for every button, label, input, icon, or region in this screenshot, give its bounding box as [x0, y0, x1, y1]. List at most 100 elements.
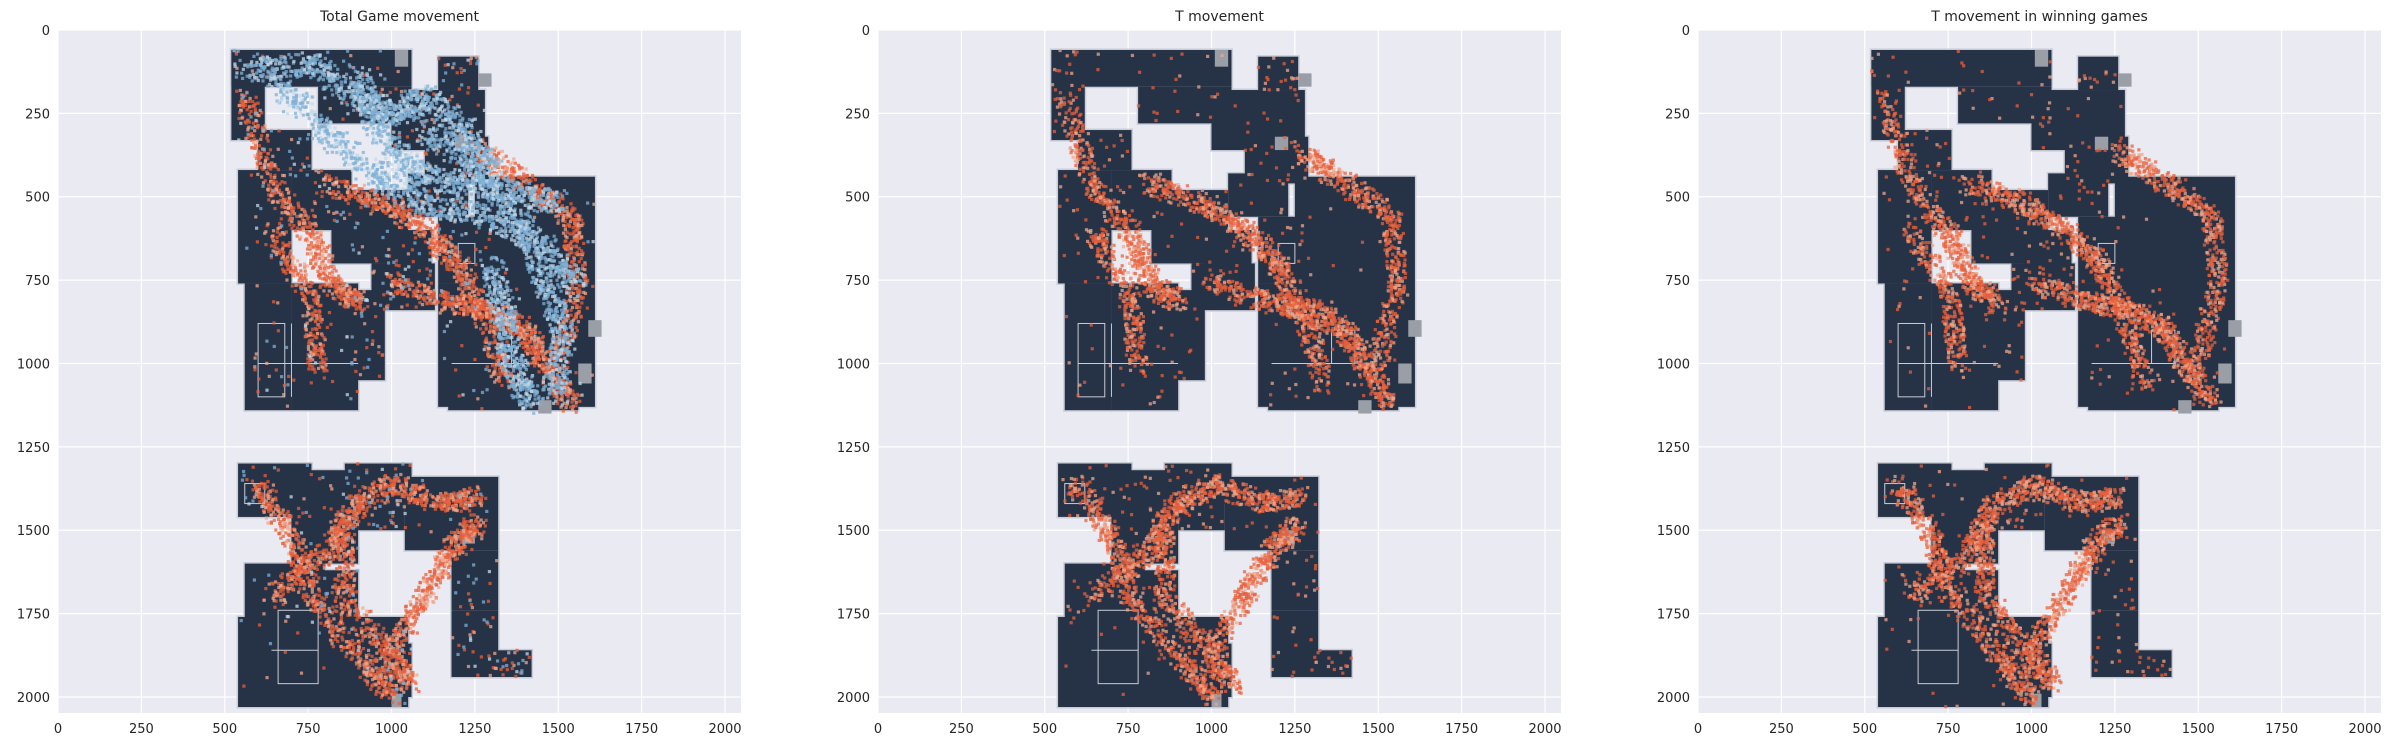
heat-point	[354, 610, 359, 615]
heat-point	[334, 533, 339, 537]
heat-point	[263, 179, 267, 183]
heat-point	[311, 314, 315, 318]
heat-point	[298, 587, 302, 591]
heat-point	[300, 217, 305, 221]
heat-point	[331, 634, 335, 638]
heat-point	[433, 234, 437, 239]
heat-point	[329, 265, 333, 269]
heat-point	[540, 336, 545, 340]
heat-point	[451, 294, 455, 299]
heat-point	[482, 299, 486, 304]
heat-point	[328, 178, 332, 182]
heat-point	[533, 178, 538, 182]
heat-point	[310, 327, 315, 331]
heat-point	[347, 516, 351, 520]
heat-point	[320, 255, 324, 259]
heat-point	[536, 355, 540, 359]
heat-point	[371, 491, 376, 496]
heat-point	[315, 302, 320, 306]
heat-point	[301, 293, 305, 298]
heat-point	[331, 196, 335, 200]
heat-point	[356, 499, 360, 504]
heat-point	[321, 608, 325, 613]
heat-point	[318, 276, 322, 280]
heat-point	[318, 267, 323, 271]
heat-point	[467, 296, 471, 300]
heat-point	[443, 234, 447, 238]
heat-point	[371, 668, 375, 673]
heat-point	[304, 565, 308, 569]
heat-point	[339, 517, 344, 521]
heat-point	[508, 371, 512, 375]
heat-point	[379, 633, 383, 637]
heat-point	[403, 675, 407, 680]
heat-point	[286, 206, 291, 210]
heat-point	[302, 285, 306, 289]
heat-point	[392, 483, 397, 487]
heat-point	[396, 208, 400, 213]
heat-point	[408, 673, 412, 677]
heat-point	[330, 292, 335, 296]
heat-point	[346, 601, 350, 605]
heat-point	[356, 511, 360, 515]
heat-point	[577, 214, 581, 218]
heat-point	[351, 509, 355, 514]
heat-point	[303, 335, 307, 339]
heat-point	[584, 276, 588, 280]
heat-point	[377, 197, 381, 202]
heat-point	[531, 361, 536, 365]
heat-point	[343, 540, 347, 544]
heat-point	[317, 313, 321, 317]
heat-point	[396, 282, 400, 286]
heat-point	[317, 239, 321, 243]
heat-point	[367, 489, 372, 493]
heat-point	[290, 587, 295, 592]
heat-point	[492, 171, 496, 175]
heat-point	[563, 227, 568, 232]
heat-point	[471, 302, 475, 307]
heat-point	[489, 311, 493, 315]
heat-point	[471, 650, 475, 654]
heat-point	[425, 604, 429, 608]
heat-point	[266, 493, 270, 497]
heat-point	[442, 540, 446, 544]
heat-point	[477, 306, 481, 310]
heat-point	[398, 278, 402, 282]
heat-point	[411, 670, 415, 675]
heat-point	[434, 502, 438, 506]
heat-point	[247, 120, 251, 124]
heat-point	[516, 315, 520, 319]
heat-point	[479, 503, 483, 508]
heat-point	[314, 292, 318, 296]
heat-point	[276, 190, 281, 194]
heat-point	[289, 209, 294, 213]
heat-point	[497, 164, 501, 169]
heat-point	[310, 565, 315, 569]
heat-point	[428, 299, 432, 303]
heat-point	[257, 492, 261, 497]
heat-point	[376, 494, 380, 498]
heat-point	[418, 581, 422, 585]
heat-point	[266, 479, 270, 484]
heat-point	[478, 160, 482, 164]
heat-point	[330, 270, 334, 274]
heat-point	[318, 342, 322, 346]
heat-point	[552, 354, 556, 358]
heat-point	[559, 211, 563, 216]
heat-point	[447, 506, 451, 510]
heat-point	[270, 234, 275, 238]
heat-point	[432, 568, 436, 572]
heat-point	[453, 269, 457, 273]
heat-point	[529, 361, 533, 365]
heat-point	[459, 502, 463, 506]
heat-point	[559, 196, 563, 200]
heat-point	[311, 358, 315, 362]
heat-point	[531, 346, 535, 350]
heat-point	[453, 557, 457, 561]
heat-point	[336, 526, 340, 530]
heat-point	[303, 551, 308, 555]
heat-point	[395, 649, 400, 653]
heat-point	[568, 219, 573, 224]
heat-point	[561, 219, 565, 223]
heat-point	[268, 148, 272, 152]
